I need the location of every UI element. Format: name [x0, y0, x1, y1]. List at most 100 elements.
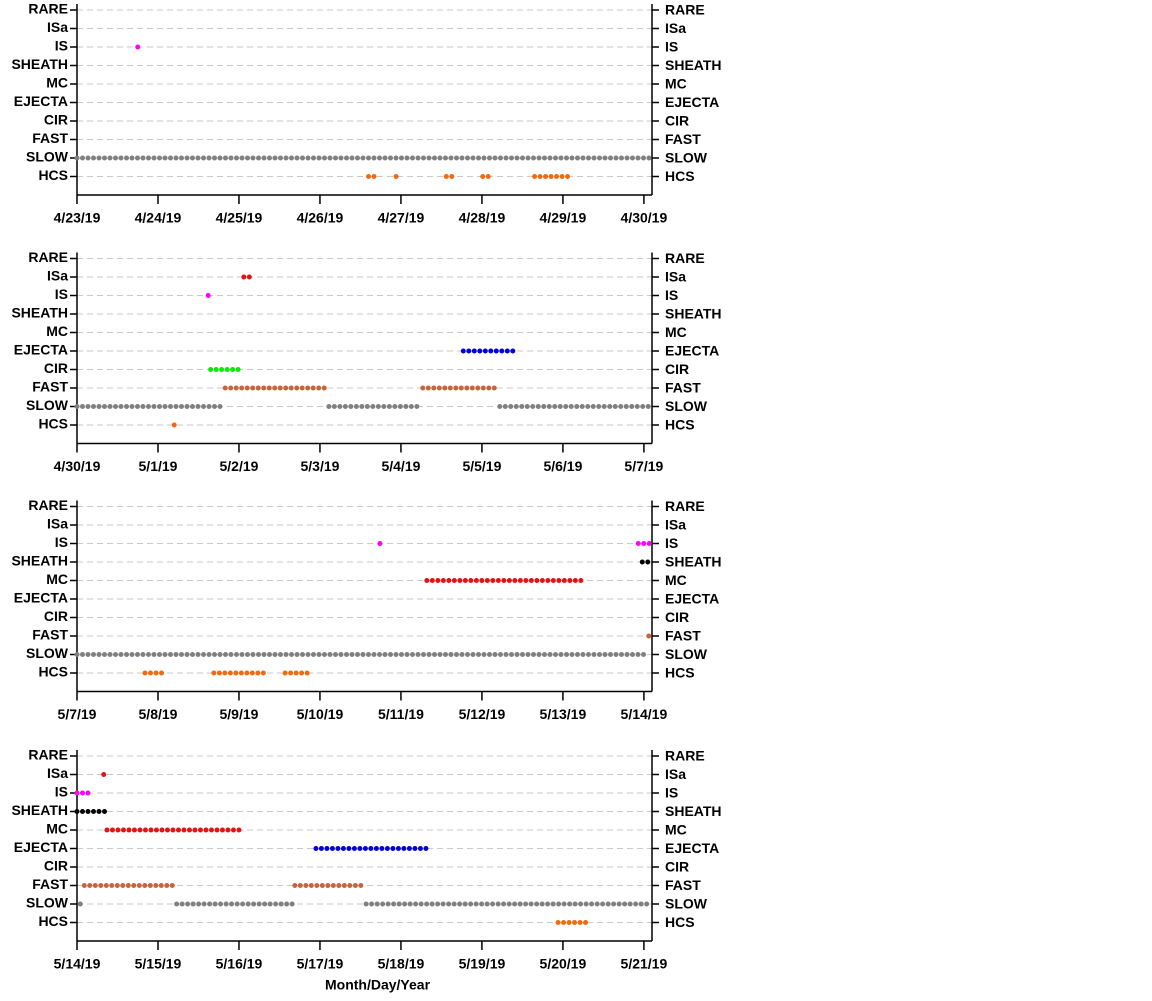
x-tick-label: 5/12/19 — [459, 706, 506, 722]
y-tick-label: HCS — [665, 914, 695, 930]
y-tick-label: FAST — [665, 628, 701, 644]
y-tick-label: HCS — [38, 416, 68, 432]
y-tick-label: SHEATH — [665, 306, 722, 322]
y-tick-label: CIR — [44, 608, 68, 624]
y-tick-label: FAST — [32, 379, 68, 395]
y-tick-label: EJECTA — [14, 839, 68, 855]
y-tick-label: SLOW — [665, 150, 708, 166]
y-tick-label: ISa — [47, 268, 68, 284]
y-tick-label: MC — [46, 821, 68, 837]
x-tick-label: 5/5/19 — [462, 458, 501, 474]
x-tick-label: 5/14/19 — [621, 706, 668, 722]
x-tick-label: 5/14/19 — [54, 956, 101, 972]
y-tick-label: SHEATH — [665, 803, 722, 819]
y-tick-label: CIR — [44, 112, 68, 128]
y-tick-label: IS — [55, 38, 68, 54]
x-tick-label: 5/8/19 — [139, 706, 178, 722]
y-tick-label: FAST — [32, 876, 68, 892]
x-tick-label: 4/25/19 — [216, 210, 263, 226]
y-tick-label: IS — [665, 39, 678, 55]
y-tick-label: IS — [665, 785, 678, 801]
x-tick-label: 5/3/19 — [300, 458, 339, 474]
x-tick-label: 5/10/19 — [297, 706, 344, 722]
y-tick-label: IS — [665, 287, 678, 303]
y-tick-label: SLOW — [665, 896, 708, 912]
y-tick-label: SLOW — [26, 645, 69, 661]
y-tick-label: EJECTA — [665, 840, 719, 856]
y-tick-label: FAST — [32, 627, 68, 643]
x-tick-label: 5/11/19 — [378, 706, 424, 722]
y-tick-label: EJECTA — [14, 590, 68, 606]
y-tick-label: CIR — [44, 858, 68, 874]
y-tick-label: RARE — [28, 1, 68, 17]
y-tick-label: EJECTA — [665, 343, 719, 359]
x-tick-label: 5/1/19 — [139, 458, 178, 474]
x-tick-label: 4/26/19 — [297, 210, 344, 226]
y-tick-label: RARE — [28, 497, 68, 513]
y-tick-label: IS — [55, 784, 68, 800]
y-tick-label: CIR — [665, 113, 689, 129]
y-tick-label: HCS — [38, 167, 68, 183]
y-tick-label: HCS — [38, 664, 68, 680]
y-tick-label: HCS — [38, 913, 68, 929]
y-tick-label: SLOW — [665, 646, 708, 662]
y-tick-label: RARE — [665, 748, 705, 764]
x-tick-label: 4/30/19 — [54, 458, 101, 474]
y-tick-label: CIR — [44, 360, 68, 376]
x-tick-label: 5/18/19 — [378, 956, 425, 972]
y-tick-label: ISa — [665, 20, 686, 36]
y-tick-label: RARE — [28, 747, 68, 763]
y-tick-label: MC — [46, 75, 68, 91]
y-tick-label: SHEATH — [11, 305, 68, 321]
x-tick-label: 5/19/19 — [459, 956, 506, 972]
y-tick-label: IS — [55, 534, 68, 550]
x-tick-label: 5/21/19 — [621, 956, 668, 972]
x-tick-label: 5/7/19 — [624, 458, 663, 474]
y-tick-label: EJECTA — [665, 591, 719, 607]
y-tick-label: IS — [665, 535, 678, 551]
x-tick-label: 5/20/19 — [540, 956, 587, 972]
x-tick-label: 5/4/19 — [381, 458, 420, 474]
y-tick-label: FAST — [32, 130, 68, 146]
y-tick-label: SLOW — [26, 149, 69, 165]
x-tick-label: 4/30/19 — [621, 210, 668, 226]
x-axis-title: Month/Day/Year — [325, 977, 431, 993]
y-tick-label: MC — [46, 323, 68, 339]
x-tick-label: 4/29/19 — [540, 210, 587, 226]
y-tick-label: CIR — [665, 859, 689, 875]
y-tick-label: SLOW — [665, 398, 708, 414]
y-tick-label: CIR — [665, 361, 689, 377]
y-tick-label: RARE — [28, 249, 68, 265]
y-tick-label: RARE — [665, 250, 705, 266]
y-tick-label: RARE — [665, 498, 705, 514]
x-tick-label: 5/16/19 — [216, 956, 263, 972]
y-tick-label: SHEATH — [11, 553, 68, 569]
y-tick-label: SHEATH — [665, 57, 722, 73]
x-tick-label: 4/27/19 — [378, 210, 425, 226]
y-tick-label: ISa — [665, 517, 686, 533]
x-tick-label: 4/24/19 — [135, 210, 182, 226]
y-tick-label: SLOW — [26, 895, 69, 911]
y-tick-label: ISa — [47, 765, 68, 781]
y-tick-label: MC — [46, 571, 68, 587]
y-tick-label: FAST — [665, 877, 701, 893]
x-tick-label: 4/23/19 — [54, 210, 101, 226]
y-tick-label: SHEATH — [11, 802, 68, 818]
x-tick-label: 5/7/19 — [58, 706, 97, 722]
x-tick-label: 5/17/19 — [297, 956, 344, 972]
y-tick-label: SHEATH — [11, 56, 68, 72]
y-tick-label: MC — [665, 822, 687, 838]
y-tick-label: ISa — [47, 516, 68, 532]
y-tick-label: MC — [665, 76, 687, 92]
y-tick-label: EJECTA — [665, 94, 719, 110]
y-tick-label: FAST — [665, 131, 701, 147]
x-tick-label: 4/28/19 — [459, 210, 506, 226]
y-tick-label: ISa — [665, 269, 686, 285]
x-tick-label: 5/13/19 — [540, 706, 587, 722]
y-tick-label: SLOW — [26, 397, 69, 413]
y-tick-label: CIR — [665, 609, 689, 625]
y-tick-label: EJECTA — [14, 342, 68, 358]
x-tick-label: 5/9/19 — [220, 706, 259, 722]
y-tick-label: MC — [665, 324, 687, 340]
